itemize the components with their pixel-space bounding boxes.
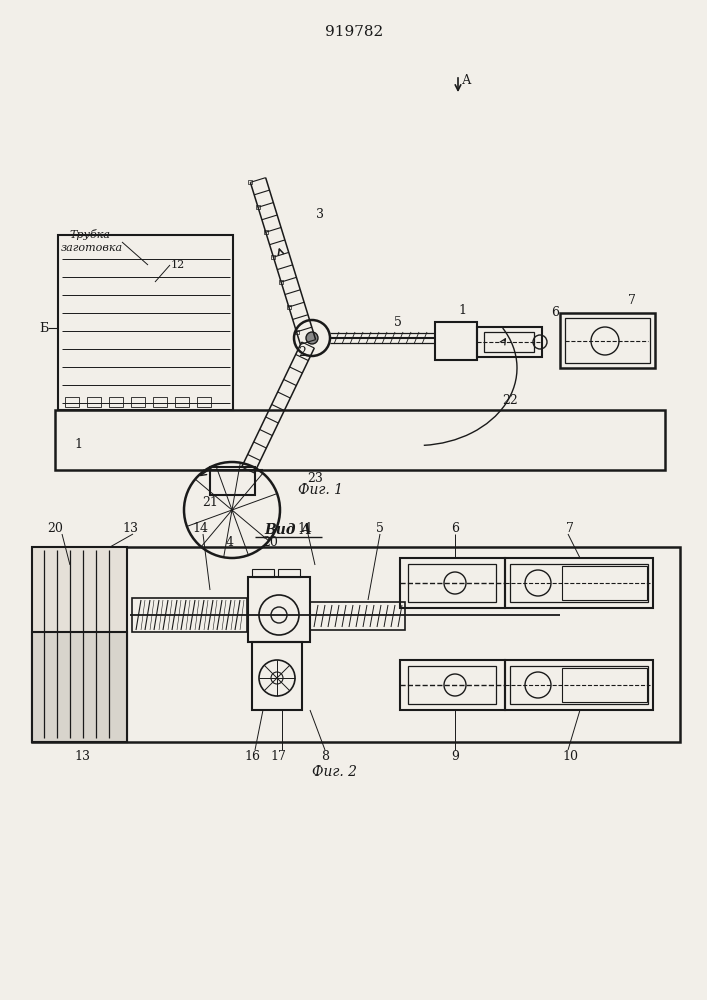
- Bar: [484, 332, 534, 352]
- Text: 919782: 919782: [325, 25, 383, 39]
- Circle shape: [306, 332, 318, 344]
- Text: 4: 4: [226, 536, 234, 548]
- Bar: [109, 397, 123, 407]
- Text: 6: 6: [551, 306, 559, 318]
- Bar: [310, 602, 405, 630]
- Text: 22: 22: [502, 393, 518, 406]
- Text: Фиг. 2: Фиг. 2: [312, 765, 358, 779]
- Bar: [400, 558, 505, 608]
- Text: 11: 11: [297, 522, 313, 534]
- Bar: [87, 397, 101, 407]
- Bar: [279, 280, 283, 284]
- Text: 23: 23: [307, 472, 323, 485]
- Text: 13: 13: [74, 750, 90, 764]
- Text: Б: Б: [40, 322, 49, 334]
- Text: 5: 5: [376, 522, 384, 534]
- Text: 1: 1: [458, 304, 466, 316]
- Bar: [562, 566, 647, 600]
- Text: 2: 2: [298, 347, 306, 360]
- Bar: [175, 397, 189, 407]
- Bar: [256, 205, 260, 209]
- Text: 10: 10: [562, 750, 578, 764]
- Text: Вид А: Вид А: [264, 523, 312, 537]
- Bar: [131, 397, 145, 407]
- Bar: [477, 327, 542, 357]
- Text: 5: 5: [394, 316, 402, 328]
- Bar: [271, 255, 276, 259]
- Bar: [287, 305, 291, 309]
- Bar: [510, 564, 648, 602]
- Text: Трубка-: Трубка-: [69, 230, 115, 240]
- Bar: [58, 235, 233, 410]
- Text: 21: 21: [202, 495, 218, 508]
- Bar: [505, 558, 653, 608]
- Bar: [400, 660, 505, 710]
- Bar: [132, 598, 247, 632]
- Bar: [197, 397, 211, 407]
- Bar: [560, 313, 655, 368]
- Bar: [264, 230, 268, 234]
- Text: 14: 14: [192, 522, 208, 534]
- Text: заготовка: заготовка: [61, 243, 123, 253]
- Bar: [295, 330, 298, 334]
- Bar: [248, 577, 310, 642]
- Text: 3: 3: [316, 209, 324, 222]
- Bar: [408, 666, 496, 704]
- Text: 7: 7: [566, 522, 574, 534]
- Bar: [153, 397, 167, 407]
- Bar: [55, 410, 665, 470]
- Text: 1: 1: [74, 438, 82, 452]
- Text: 16: 16: [244, 750, 260, 764]
- Text: 8: 8: [321, 750, 329, 764]
- Text: 20: 20: [47, 522, 63, 534]
- Bar: [510, 666, 648, 704]
- Text: 20: 20: [262, 536, 278, 548]
- Bar: [248, 180, 252, 184]
- Text: 12: 12: [171, 260, 185, 270]
- Bar: [435, 322, 477, 360]
- Bar: [252, 642, 302, 710]
- Bar: [210, 467, 255, 495]
- Text: 17: 17: [270, 750, 286, 764]
- Bar: [32, 547, 680, 742]
- Text: А: А: [462, 74, 472, 87]
- Bar: [562, 668, 647, 702]
- Text: 13: 13: [122, 522, 138, 534]
- Bar: [252, 569, 274, 577]
- Bar: [505, 660, 653, 710]
- Bar: [32, 632, 127, 742]
- Bar: [565, 318, 650, 363]
- Bar: [278, 569, 300, 577]
- Text: 7: 7: [628, 294, 636, 306]
- Bar: [32, 547, 127, 742]
- Text: 9: 9: [451, 750, 459, 764]
- Bar: [65, 397, 79, 407]
- Text: Фиг. 1: Фиг. 1: [298, 483, 342, 497]
- Text: 6: 6: [451, 522, 459, 534]
- Bar: [408, 564, 496, 602]
